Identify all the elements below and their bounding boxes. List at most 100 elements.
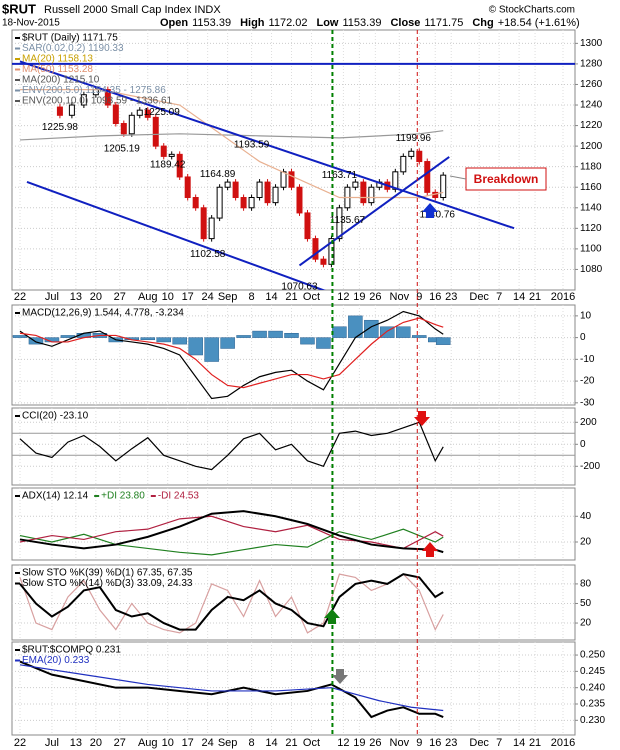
x-tick-label: 8 — [249, 737, 255, 749]
candle — [304, 212, 311, 240]
candle — [104, 89, 111, 106]
histogram-bar — [156, 337, 171, 343]
copyright: © StockCharts.com — [489, 5, 575, 16]
panel: 40 20 ADX(14) 12.14 +DI 23.80 -DI 24.53 — [11, 487, 592, 561]
legend-label: Slow STO %K(39) %D(1) 67.35, 67.35 — [22, 568, 193, 579]
trend-line — [26, 181, 326, 290]
quote-value: 1172.02 — [269, 17, 308, 29]
y-tick-label: 80 — [580, 579, 592, 590]
x-tick-label: 19 — [353, 737, 365, 749]
candle — [152, 116, 159, 147]
price-annotation: 1225.09 — [144, 107, 181, 118]
x-tick-label: 20 — [90, 291, 102, 303]
x-tick-label: 7 — [496, 737, 502, 749]
histogram-bar — [204, 337, 219, 362]
legend-label: +DI 23.80 — [101, 491, 145, 502]
x-tick-label: 14 — [513, 737, 525, 749]
x-tick-label: 27 — [114, 291, 126, 303]
series-line — [19, 89, 444, 199]
series-line — [19, 664, 444, 712]
candle — [416, 150, 423, 163]
legend-label: Slow STO %K(14) %D(3) 33.09, 24.33 — [22, 578, 193, 589]
candle — [408, 150, 415, 157]
y-tick-label: 1140 — [580, 202, 602, 213]
y-tick-label: 0.250 — [580, 650, 605, 661]
x-tick-label: 26 — [369, 291, 381, 303]
x-tick-label: Dec — [469, 291, 489, 303]
quote-value: 1171.75 — [424, 17, 463, 29]
candle — [120, 123, 127, 135]
up-arrow — [422, 542, 438, 557]
candle — [136, 109, 143, 116]
y-tick-label: -30 — [580, 397, 595, 408]
y-tick-label: 0.240 — [580, 682, 605, 693]
legend-label: SAR(0.02,0.2) 1190.33 — [22, 43, 124, 54]
x-tick-label: 12 — [337, 291, 349, 303]
candle — [264, 181, 271, 204]
y-tick-label: 1260 — [580, 79, 603, 90]
quote-value: 1153.39 — [342, 17, 381, 29]
y-tick-label: -200 — [580, 461, 600, 472]
x-tick-label: 14 — [513, 291, 525, 303]
candle — [368, 186, 375, 204]
x-tick-label: Oct — [303, 291, 320, 303]
x-tick-label: 7 — [496, 291, 502, 303]
quote-label: Chg — [472, 17, 493, 29]
x-tick-label: Sep — [218, 737, 238, 749]
histogram-bar — [220, 337, 235, 349]
x-tick-label: 12 — [337, 737, 349, 749]
x-tick-label: Jul — [45, 737, 59, 749]
legend-label: MA(50) 1153.28 — [22, 64, 93, 75]
x-tick-label: 8 — [249, 291, 255, 303]
price-annotation: 1135.67 — [330, 215, 366, 226]
callout: Breakdown — [449, 167, 547, 191]
price-annotation: 1140.76 — [420, 210, 456, 221]
legend-label: -DI 24.53 — [158, 491, 200, 502]
index-name: Russell 2000 Small Cap Index INDX — [44, 4, 221, 16]
candle — [280, 171, 287, 188]
legend-label: ENV(200,5.0) 1154.35 - 1275.86 — [22, 85, 166, 96]
legend-label: $RUT:$COMPQ 0.231 — [22, 645, 121, 656]
candle — [392, 171, 399, 190]
x-tick-label: 2016 — [551, 737, 575, 749]
histogram-bar — [396, 326, 411, 338]
quote-value: +18.54 (+1.61%) — [498, 17, 580, 29]
quote-value: 1153.39 — [192, 17, 231, 29]
histogram-bar — [412, 335, 427, 338]
histogram-bar — [140, 337, 156, 341]
quote-label: Open — [160, 17, 188, 29]
series-line — [19, 510, 444, 554]
series-line — [19, 317, 444, 389]
data-layer — [12, 60, 575, 290]
candle — [272, 186, 279, 204]
panel: 200 0 -200 CCI(20) -23.10 — [11, 407, 600, 486]
x-tick-label: 9 — [416, 737, 422, 749]
y-tick-label: -20 — [580, 376, 595, 387]
down-arrow — [332, 669, 348, 684]
x-tick-label: Aug — [138, 737, 158, 749]
panel: 10 0 -10 -20 -30 MACD(12,26,9) 1.544, 4.778, … — [11, 304, 595, 408]
candle — [352, 181, 359, 188]
x-tick-label: 10 — [162, 291, 174, 303]
data-layer — [19, 660, 444, 719]
x-tick-label: 10 — [162, 737, 174, 749]
y-tick-label: 200 — [580, 417, 597, 428]
panel: 0.250 0.245 0.240 0.235 0.230 $RUT:$COMPQ 0.2… — [11, 641, 605, 736]
candle — [440, 174, 447, 199]
candle — [288, 171, 295, 188]
trend-line — [298, 156, 450, 267]
candle — [400, 155, 407, 173]
y-tick-label: -10 — [580, 354, 595, 365]
panel-frame — [11, 487, 576, 561]
callout-pointer — [449, 175, 467, 180]
price-annotation: 1164.89 — [200, 169, 236, 180]
quote-label: High — [240, 17, 265, 29]
panel-frame — [11, 304, 576, 406]
legend-label: $RUT (Daily) 1171.75 — [22, 33, 118, 44]
up-arrow — [422, 203, 438, 218]
x-tick-label: 23 — [445, 737, 457, 749]
legend-label: ENV(200,10.0) 1093.59 - 1336.61 — [22, 96, 173, 107]
candle — [224, 181, 231, 188]
trend-line — [19, 60, 515, 230]
